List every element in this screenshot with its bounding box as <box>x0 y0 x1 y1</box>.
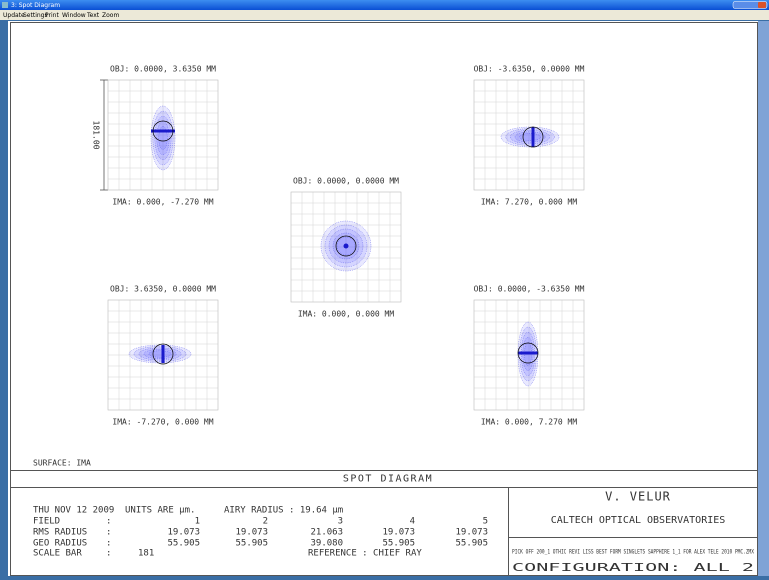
spot-ring <box>154 115 172 161</box>
row-value: 55.905 <box>455 539 488 549</box>
separator: : <box>106 517 111 527</box>
surface-label: SURFACE: IMA <box>33 459 91 468</box>
image-label: IMA: 7.270, 0.000 MM <box>481 198 578 207</box>
menu-item[interactable]: Window <box>62 12 86 19</box>
object-label: OBJ: -3.6350, 0.0000 MM <box>474 65 585 74</box>
row-label: FIELD <box>33 517 60 527</box>
airy-radius: AIRY RADIUS : 19.64 µm <box>224 506 343 516</box>
row-value: 55.905 <box>167 539 200 549</box>
spot-ring <box>500 126 560 148</box>
row-value: 39.080 <box>310 539 343 549</box>
scale-bar-label: 181.00 <box>92 121 101 150</box>
row-value: 19.073 <box>382 528 415 538</box>
spot-ring <box>148 350 172 358</box>
grid-frame <box>290 191 402 303</box>
spot-ring <box>152 110 174 166</box>
separator: : <box>106 549 111 559</box>
row-value: 19.073 <box>167 528 200 538</box>
image-label: IMA: -7.270, 0.000 MM <box>112 418 213 427</box>
close-button[interactable] <box>758 2 766 8</box>
spot-ring <box>128 344 192 364</box>
author: V. VELUR <box>605 490 671 504</box>
airy-circle <box>152 120 174 142</box>
menu-bar <box>0 10 769 20</box>
desktop-edge <box>758 21 769 576</box>
object-label: OBJ: 0.0000, 3.6350 MM <box>110 65 216 74</box>
menu-item[interactable]: Text <box>86 12 100 19</box>
menu-item[interactable]: Zoom <box>102 12 119 19</box>
grid-frame <box>107 299 219 411</box>
image-label: IMA: 0.000, 0.000 MM <box>298 310 395 319</box>
window-icon <box>2 2 8 8</box>
row-value: 5 <box>483 517 488 527</box>
grid-frame <box>473 299 585 411</box>
spot-ring <box>519 133 541 141</box>
image-label: IMA: 0.000, -7.270 MM <box>112 198 213 207</box>
spot-core <box>518 351 538 355</box>
reference: REFERENCE : CHIEF RAY <box>308 549 422 559</box>
spot-ring <box>510 129 550 145</box>
row-label: GEO RADIUS <box>33 539 87 549</box>
object-label: OBJ: 0.0000, -3.6350 MM <box>474 285 585 294</box>
row-label: RMS RADIUS <box>33 528 87 538</box>
row-value: 19.073 <box>235 528 268 538</box>
image-label: IMA: 0.000, 7.270 MM <box>481 418 578 427</box>
object-label: OBJ: 3.6350, 0.0000 MM <box>110 285 216 294</box>
object-label: OBJ: 0.0000, 0.0000 MM <box>293 177 399 186</box>
units: UNITS ARE µm. <box>125 506 195 516</box>
row-value: 55.905 <box>382 539 415 549</box>
airy-circle <box>152 343 174 365</box>
menu-item[interactable]: Print <box>45 12 59 19</box>
separator: : <box>106 539 111 549</box>
airy-circle <box>522 126 544 148</box>
menu-item[interactable]: Settings <box>23 12 48 19</box>
row-label: SCALE BAR <box>33 549 82 559</box>
date: THU NOV 12 2009 <box>33 506 114 516</box>
spot-core <box>161 345 165 363</box>
row-value: 55.905 <box>235 539 268 549</box>
row-value: 3 <box>338 517 343 527</box>
spot-core <box>151 129 175 133</box>
row-value: 2 <box>263 517 268 527</box>
airy-circle <box>335 235 357 257</box>
menu-item[interactable]: Update <box>3 12 25 19</box>
row-value: 21.063 <box>310 528 343 538</box>
separator: : <box>106 528 111 538</box>
grid-frame <box>473 79 585 191</box>
airy-circle <box>517 342 539 364</box>
file-name: PICK OFF 200_1 OTHIC REVI LISS BEST FORM… <box>512 549 754 556</box>
spot-ring <box>150 105 176 171</box>
plot-window <box>8 21 758 576</box>
organization: CALTECH OPTICAL OBSERVATORIES <box>551 515 726 526</box>
row-value: 19.073 <box>455 528 488 538</box>
diagram-title: SPOT DIAGRAM <box>343 474 433 485</box>
grid-frame <box>107 79 219 191</box>
spot-core <box>343 243 349 249</box>
spot-ring <box>138 347 182 361</box>
spot-ring <box>133 346 187 362</box>
row-value: 4 <box>410 517 415 527</box>
window-title: 3: Spot Diagram <box>11 2 60 9</box>
title-bar <box>0 0 769 10</box>
scale-bar-value: 181 <box>138 549 154 559</box>
row-value: 1 <box>195 517 200 527</box>
spot-core <box>531 127 535 147</box>
configuration: CONFIGURATION: ALL 2 <box>512 561 754 574</box>
